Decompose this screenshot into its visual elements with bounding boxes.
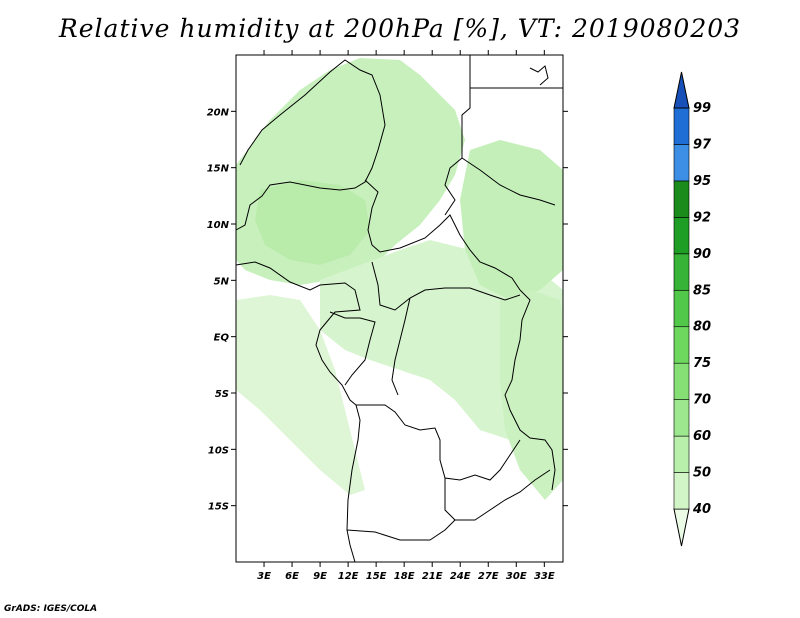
humidity-area-east bbox=[460, 140, 563, 300]
colorbar-box bbox=[673, 107, 690, 145]
lon-label: 21E bbox=[422, 571, 443, 582]
lon-label: 18E bbox=[394, 571, 415, 582]
lat-label: 5S bbox=[215, 389, 229, 400]
lon-label: 9E bbox=[313, 571, 327, 582]
lon-label: 6E bbox=[285, 571, 299, 582]
colorbar-box bbox=[673, 217, 690, 255]
lon-label: 30E bbox=[506, 571, 527, 582]
colorbar-box bbox=[673, 399, 690, 437]
colorbar-label: 92 bbox=[693, 210, 711, 225]
colorbar-box bbox=[673, 180, 690, 218]
lon-label: 12E bbox=[338, 571, 359, 582]
colorbar-box bbox=[673, 435, 690, 473]
colorbar-label: 90 bbox=[693, 247, 711, 262]
lon-label: 27E bbox=[478, 571, 499, 582]
lat-label: 10N bbox=[207, 220, 230, 231]
colorbar: 40 50 60 70 75 80 85 90 92 95 97 99 bbox=[673, 71, 712, 547]
lon-label: 3E bbox=[257, 571, 271, 582]
lat-label: 15S bbox=[208, 502, 229, 513]
colorbar-label: 95 bbox=[693, 174, 711, 189]
colorbar-label: 50 bbox=[693, 466, 711, 481]
colorbar-label: 99 bbox=[693, 101, 711, 116]
colorbar-label: 80 bbox=[693, 320, 711, 335]
chart-title: Relative humidity at 200hPa [%], VT: 201… bbox=[58, 14, 742, 43]
colorbar-box bbox=[673, 144, 690, 182]
colorbar-upper-arrow bbox=[673, 71, 690, 109]
lon-label: 33E bbox=[534, 571, 555, 582]
colorbar-label: 75 bbox=[693, 356, 711, 371]
colorbar-label: 60 bbox=[693, 429, 711, 444]
lat-axis: 20N 15N 10N 5N EQ 5S 10S 15S bbox=[207, 107, 568, 513]
map-frame bbox=[235, 54, 564, 563]
humidity-shading bbox=[236, 58, 563, 500]
colorbar-box bbox=[673, 289, 690, 328]
lat-label: 10S bbox=[208, 445, 229, 456]
colorbar-box bbox=[673, 253, 690, 291]
colorbar-box bbox=[673, 326, 690, 364]
lat-label: 15N bbox=[207, 164, 230, 175]
colorbar-label: 40 bbox=[692, 502, 711, 517]
colorbar-box bbox=[673, 362, 690, 400]
humidity-area-southeast bbox=[500, 290, 563, 500]
humidity-area-southwest bbox=[236, 295, 365, 495]
lat-label: 5N bbox=[214, 276, 230, 287]
lon-label: 15E bbox=[366, 571, 387, 582]
colorbar-box bbox=[673, 472, 690, 510]
colorbar-label: 70 bbox=[693, 393, 711, 408]
colorbar-label: 85 bbox=[693, 283, 711, 298]
lat-label: EQ bbox=[214, 333, 230, 344]
lon-axis: 3E 6E 9E 12E 15E 18E 21E 24E 27E 30E 33E bbox=[257, 50, 555, 582]
grads-credit: GrADS: IGES/COLA bbox=[4, 604, 98, 614]
lat-label: 20N bbox=[207, 107, 230, 118]
colorbar-lower-arrow bbox=[673, 508, 690, 547]
colorbar-label: 97 bbox=[693, 137, 712, 152]
lon-label: 24E bbox=[450, 571, 471, 582]
coastline-borders bbox=[235, 55, 563, 563]
humidity-area-mid bbox=[255, 180, 370, 265]
